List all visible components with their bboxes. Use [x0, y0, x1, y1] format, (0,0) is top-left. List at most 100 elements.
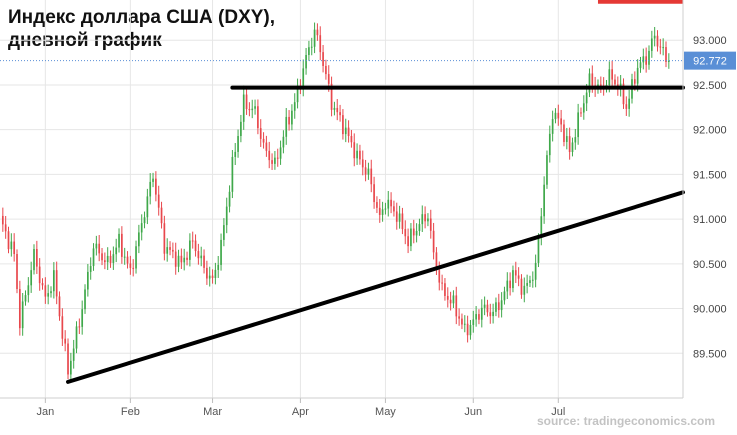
candle-down	[370, 168, 373, 185]
candle-up	[106, 255, 109, 263]
candle-up	[585, 92, 588, 104]
candle-up	[152, 178, 154, 182]
candle-up	[384, 208, 387, 210]
candle-down	[174, 251, 177, 267]
candle-down	[435, 252, 438, 271]
candle-down	[55, 270, 58, 297]
candle-down	[67, 343, 69, 375]
x-tick-label: Apr	[292, 406, 309, 418]
candle-up	[483, 304, 486, 308]
candle-up	[543, 184, 545, 217]
candle-down	[497, 302, 500, 311]
candle-down	[104, 260, 106, 263]
candle-up	[639, 62, 642, 68]
candle-down	[325, 65, 327, 75]
candle-down	[342, 115, 344, 135]
candle-up	[308, 47, 310, 55]
candle-down	[645, 56, 648, 65]
candle-up	[540, 216, 543, 238]
candle-up	[115, 247, 118, 255]
candle-up	[254, 106, 256, 109]
candle-down	[347, 127, 350, 136]
candle-up	[410, 228, 412, 247]
x-tick-label: Feb	[121, 406, 140, 418]
y-tick-label: 92.000	[693, 125, 727, 137]
candle-up	[503, 291, 506, 301]
candle-down	[557, 112, 560, 119]
x-tick-label: Mar	[203, 406, 222, 418]
candle-down	[424, 214, 426, 222]
candle-down	[248, 109, 251, 111]
candle-up	[565, 136, 568, 142]
candle-up	[662, 47, 665, 49]
candle-up	[463, 323, 466, 325]
y-tick-label: 92.500	[693, 80, 727, 92]
candle-down	[611, 69, 613, 80]
candle-down	[16, 254, 18, 290]
candle-down	[441, 282, 443, 284]
candle-up	[608, 69, 611, 86]
candle-down	[245, 94, 248, 110]
candle-down	[169, 247, 171, 250]
candles	[1, 22, 670, 382]
candle-down	[61, 316, 64, 339]
candle-down	[466, 323, 469, 336]
candle-up	[47, 293, 50, 297]
candle-down	[591, 73, 594, 86]
candle-down	[336, 107, 339, 113]
candle-down	[7, 231, 10, 250]
candle-up	[33, 249, 35, 271]
candle-down	[197, 251, 200, 259]
candle-down	[359, 150, 361, 160]
candle-up	[628, 98, 631, 109]
candle-down	[339, 112, 341, 116]
candle-up	[667, 60, 670, 62]
candle-up	[344, 127, 347, 135]
candle-up	[480, 307, 483, 320]
candle-up	[302, 68, 305, 89]
candle-up	[387, 199, 390, 209]
y-tick-label: 90.000	[693, 304, 727, 316]
candle-down	[633, 79, 636, 84]
candle-down	[446, 295, 449, 300]
candle-down	[18, 289, 21, 329]
candle-down	[206, 267, 208, 279]
candle-down	[393, 206, 395, 212]
candle-down	[1, 215, 4, 225]
candle-down	[432, 230, 435, 253]
y-tick-label: 90.500	[693, 259, 727, 271]
candle-down	[129, 263, 132, 268]
x-tick-label: Jun	[464, 406, 482, 418]
candle-up	[333, 107, 336, 110]
candle-up	[10, 241, 13, 250]
candle-up	[650, 38, 653, 51]
candle-down	[268, 150, 271, 161]
candle-down	[478, 314, 480, 320]
candle-up	[200, 255, 203, 259]
candle-up	[146, 196, 149, 218]
candle-up	[21, 301, 24, 329]
candle-up	[469, 324, 472, 336]
candle-up	[251, 108, 254, 111]
candle-up	[237, 136, 239, 152]
candle-up	[512, 270, 514, 289]
candle-up	[214, 269, 217, 278]
candle-down	[458, 316, 460, 319]
candle-up	[293, 102, 296, 111]
candle-up	[523, 285, 526, 295]
candle-up	[189, 240, 191, 260]
candle-down	[121, 233, 123, 257]
candle-down	[625, 104, 628, 109]
candle-down	[211, 275, 214, 278]
grid-lines	[0, 0, 683, 398]
candle-down	[401, 213, 404, 230]
last-value-label: 92.772	[693, 56, 727, 68]
candle-up	[217, 264, 220, 270]
candle-up	[548, 133, 551, 156]
last-value-badge	[684, 51, 736, 70]
candle-down	[172, 249, 174, 252]
candle-up	[220, 239, 222, 265]
y-tick-label: 89.500	[693, 348, 727, 360]
candle-down	[98, 243, 101, 254]
